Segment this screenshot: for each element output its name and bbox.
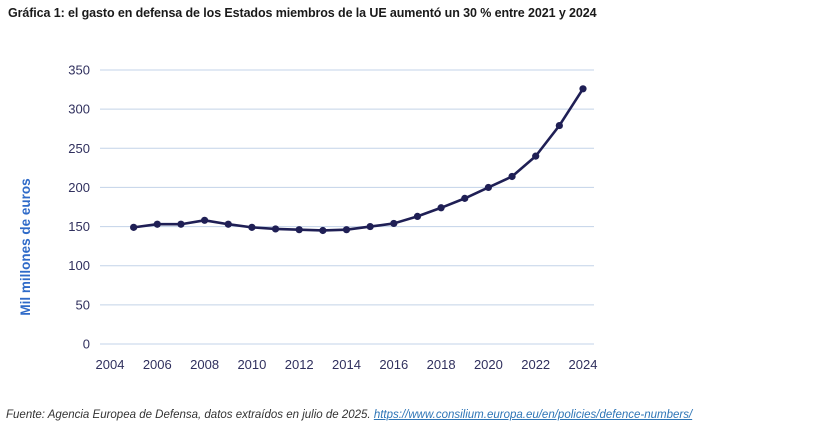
y-tick-label: 50 — [76, 297, 90, 312]
y-tick-label: 350 — [68, 63, 90, 78]
data-point — [319, 226, 327, 235]
data-point — [461, 194, 469, 202]
source-link[interactable]: https://www.consilium.europa.eu/en/polic… — [373, 409, 693, 421]
x-tick-label: 2020 — [474, 357, 503, 372]
x-tick-label: 2016 — [379, 357, 408, 372]
data-point — [437, 204, 445, 212]
data-point — [295, 226, 303, 234]
y-axis-title: Mil millones de euros — [18, 178, 33, 315]
x-tick-label: 2012 — [285, 357, 314, 372]
x-tick-label: 2018 — [427, 357, 456, 372]
y-tick-label: 300 — [68, 102, 90, 117]
y-tick-label: 150 — [68, 219, 90, 234]
data-point — [366, 222, 374, 231]
data-point — [153, 220, 161, 228]
data-point — [248, 223, 256, 231]
data-point — [532, 152, 540, 160]
x-tick-label: 2022 — [521, 357, 550, 372]
data-point — [201, 216, 209, 224]
x-tick-label: 2008 — [190, 357, 219, 372]
x-tick-label: 2010 — [237, 357, 266, 372]
data-point — [579, 85, 587, 93]
y-tick-label: 200 — [68, 180, 90, 195]
data-point — [130, 223, 138, 231]
y-tick-label: 250 — [68, 141, 90, 156]
data-point — [484, 183, 492, 192]
x-tick-label: 2024 — [569, 357, 598, 372]
y-tick-label: 100 — [68, 258, 90, 273]
data-point — [177, 220, 185, 228]
chart-title: Gráfica 1: el gasto en defensa de los Es… — [8, 6, 597, 20]
series-line — [132, 87, 585, 232]
source-note: Fuente: Agencia Europea de Defensa, dato… — [6, 409, 815, 421]
data-point — [413, 212, 422, 220]
data-point — [390, 219, 398, 228]
data-point — [555, 121, 563, 130]
x-tick-label: 2004 — [96, 357, 125, 372]
data-point — [224, 220, 232, 228]
data-point — [271, 225, 280, 233]
source-text: Fuente: Agencia Europea de Defensa, dato… — [6, 409, 374, 421]
x-tick-label: 2006 — [143, 357, 172, 372]
data-point — [342, 226, 351, 234]
data-point — [508, 172, 516, 181]
x-tick-label: 2014 — [332, 357, 361, 372]
y-tick-label: 0 — [83, 337, 90, 352]
